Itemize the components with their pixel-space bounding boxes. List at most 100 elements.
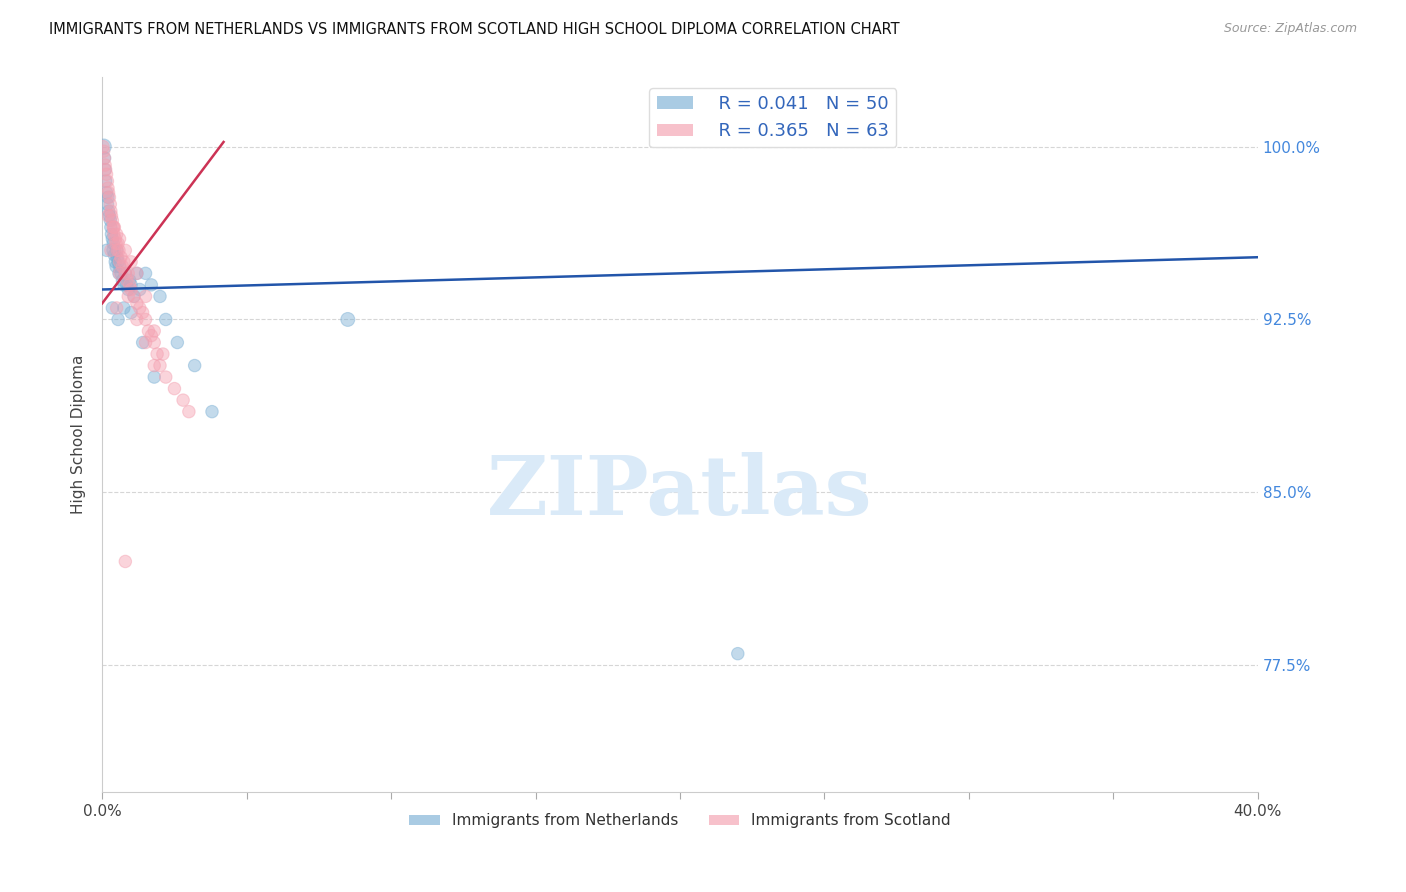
Point bbox=[100, 204, 122, 219]
Point bbox=[97, 209, 120, 223]
Point bbox=[94, 162, 117, 177]
Point bbox=[135, 266, 157, 280]
Point bbox=[115, 273, 138, 287]
Point bbox=[100, 244, 122, 258]
Point bbox=[172, 393, 194, 408]
Point bbox=[149, 289, 172, 303]
Point bbox=[101, 232, 124, 246]
Point bbox=[111, 273, 134, 287]
Point bbox=[115, 277, 138, 292]
Point bbox=[101, 301, 124, 315]
Point bbox=[110, 250, 132, 264]
Point bbox=[107, 236, 129, 251]
Point bbox=[128, 301, 150, 315]
Point bbox=[105, 260, 128, 274]
Point bbox=[98, 209, 121, 223]
Y-axis label: High School Diploma: High School Diploma bbox=[72, 355, 86, 515]
Point bbox=[131, 335, 153, 350]
Point bbox=[120, 277, 142, 292]
Point bbox=[163, 382, 186, 396]
Point bbox=[100, 209, 122, 223]
Point bbox=[104, 255, 127, 269]
Point bbox=[125, 266, 148, 280]
Point bbox=[103, 244, 125, 258]
Point bbox=[91, 139, 114, 153]
Point bbox=[100, 227, 122, 242]
Point bbox=[125, 296, 148, 310]
Point bbox=[105, 301, 128, 315]
Point bbox=[93, 151, 115, 165]
Point bbox=[135, 289, 157, 303]
Point bbox=[112, 301, 135, 315]
Point bbox=[149, 359, 172, 373]
Point bbox=[128, 283, 150, 297]
Point bbox=[108, 244, 131, 258]
Point bbox=[103, 220, 125, 235]
Point bbox=[183, 359, 205, 373]
Point bbox=[155, 312, 177, 326]
Point bbox=[135, 335, 157, 350]
Point bbox=[93, 151, 115, 165]
Legend: Immigrants from Netherlands, Immigrants from Scotland: Immigrants from Netherlands, Immigrants … bbox=[404, 807, 957, 834]
Point bbox=[103, 248, 125, 262]
Point bbox=[131, 305, 153, 319]
Point bbox=[93, 139, 115, 153]
Point bbox=[135, 312, 157, 326]
Point bbox=[143, 335, 166, 350]
Point bbox=[141, 277, 163, 292]
Point bbox=[117, 266, 139, 280]
Point bbox=[94, 158, 117, 172]
Point bbox=[97, 190, 120, 204]
Point bbox=[98, 190, 121, 204]
Point bbox=[125, 266, 148, 280]
Point bbox=[94, 162, 117, 177]
Point bbox=[114, 266, 136, 280]
Point bbox=[122, 289, 145, 303]
Point bbox=[103, 220, 125, 235]
Point bbox=[108, 255, 131, 269]
Point bbox=[105, 244, 128, 258]
Point bbox=[103, 236, 125, 251]
Point bbox=[125, 312, 148, 326]
Point bbox=[120, 283, 142, 297]
Point bbox=[152, 347, 174, 361]
Point bbox=[336, 312, 359, 326]
Point bbox=[111, 260, 134, 274]
Point bbox=[120, 305, 142, 319]
Point bbox=[107, 255, 129, 269]
Point bbox=[122, 289, 145, 303]
Point bbox=[112, 277, 135, 292]
Point bbox=[100, 220, 122, 235]
Text: ZIPatlas: ZIPatlas bbox=[488, 452, 873, 532]
Point bbox=[96, 244, 118, 258]
Point bbox=[103, 220, 125, 235]
Point bbox=[120, 255, 142, 269]
Point bbox=[118, 273, 141, 287]
Point bbox=[105, 236, 128, 251]
Point bbox=[97, 204, 120, 219]
Point bbox=[105, 250, 128, 264]
Point bbox=[727, 647, 749, 661]
Point bbox=[105, 227, 128, 242]
Point bbox=[108, 260, 131, 274]
Point bbox=[108, 232, 131, 246]
Point bbox=[143, 370, 166, 384]
Point bbox=[112, 255, 135, 269]
Point bbox=[108, 266, 131, 280]
Point bbox=[141, 328, 163, 343]
Point bbox=[166, 335, 188, 350]
Point bbox=[114, 554, 136, 568]
Point bbox=[146, 347, 169, 361]
Point bbox=[108, 266, 131, 280]
Point bbox=[104, 232, 127, 246]
Point bbox=[96, 197, 118, 211]
Point bbox=[94, 174, 117, 188]
Point bbox=[98, 197, 121, 211]
Point bbox=[138, 324, 160, 338]
Point bbox=[143, 324, 166, 338]
Point bbox=[97, 181, 120, 195]
Point bbox=[93, 145, 115, 159]
Point bbox=[107, 312, 129, 326]
Point bbox=[101, 213, 124, 227]
Text: Source: ZipAtlas.com: Source: ZipAtlas.com bbox=[1223, 22, 1357, 36]
